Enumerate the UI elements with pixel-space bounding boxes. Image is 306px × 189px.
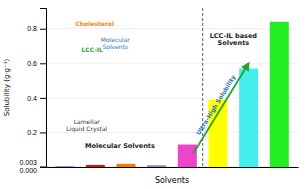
annotation: LamellarLiquid Crystal	[66, 118, 107, 133]
grid-line	[46, 63, 298, 64]
bars	[55, 22, 289, 167]
annotation: Cholesterol	[75, 20, 114, 27]
annotation: LCC-IL basedSolvents	[210, 32, 258, 47]
y-tick: 0.6	[27, 60, 46, 67]
y-axis-line	[40, 9, 47, 168]
y-tick: 0.2	[27, 129, 46, 136]
y-tick-label: 0.6	[27, 60, 37, 67]
annotation: MolecularSolvents	[101, 36, 131, 50]
plot-area: 0.0000.003 0.2 0.4 0.6 0.8	[19, 8, 298, 174]
chart-svg: 0.0000.003 0.2 0.4 0.6 0.8 Solvents Solubility…	[0, 0, 306, 189]
annotation: LCC-IL	[82, 46, 103, 53]
grid-line	[46, 167, 298, 168]
arrow	[193, 63, 248, 153]
y-tick-mark	[40, 132, 46, 133]
bar	[178, 145, 197, 167]
y-tick-mark	[40, 63, 46, 64]
bar	[270, 22, 289, 167]
y-tick: 0.003	[19, 159, 46, 167]
grid-line	[46, 28, 298, 29]
grid-line	[46, 97, 298, 98]
y-tick-label: 0.4	[27, 95, 37, 102]
y-axis: 0.0000.003 0.2 0.4 0.6 0.8	[19, 9, 46, 175]
separator-line	[202, 8, 203, 167]
bar	[117, 164, 136, 167]
y-tick-mark	[40, 166, 46, 167]
y-axis-title: Solubility (g·g⁻¹)	[3, 58, 11, 116]
bar	[55, 166, 74, 167]
x-axis-title: Solvents	[155, 176, 189, 185]
bar	[86, 165, 105, 167]
bar	[239, 68, 258, 167]
y-tick-label: 0.8	[27, 25, 37, 32]
y-tick: 0.8	[27, 25, 46, 32]
x-axis	[47, 167, 299, 168]
grid-line	[46, 132, 298, 133]
grid-line	[46, 166, 298, 167]
y-tick-label: 0.2	[27, 129, 37, 136]
annotation: Ultra-High Solubility	[194, 74, 237, 137]
y-tick: 0.000	[19, 167, 46, 174]
grid	[46, 29, 298, 167]
x-axis-line	[47, 167, 299, 168]
annotation: Molecular Solvents	[85, 142, 155, 150]
y-tick: 0.4	[27, 95, 46, 102]
chart-container: 0.0000.003 0.2 0.4 0.6 0.8 Solvents Solubility…	[0, 0, 306, 189]
y-tick-label: 0.003	[19, 159, 37, 166]
y-tick-mark	[40, 29, 46, 30]
y-tick-mark	[40, 98, 46, 99]
y-tick-label: 0.000	[19, 167, 37, 174]
annotations: Molecular Solvents LCC-IL basedSolvents Ul…	[66, 20, 257, 150]
bar	[147, 165, 166, 167]
y-tick-mark	[40, 167, 46, 168]
